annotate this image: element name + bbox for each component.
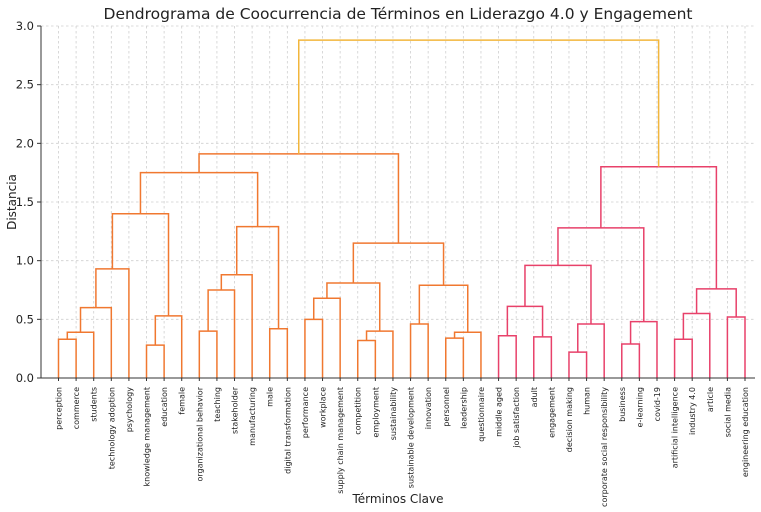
dendrogram-link: [629, 320, 658, 378]
leaf-label: knowledge management: [143, 387, 152, 487]
leaf-label: education: [160, 387, 169, 427]
dendrogram-link: [533, 336, 553, 378]
dendrogram-link: [57, 338, 77, 378]
leaf-label: perception: [55, 387, 64, 430]
dendrogram-link: [326, 282, 381, 332]
y-axis-label: Distancia: [5, 174, 19, 230]
leaf-label: middle aged: [495, 387, 504, 437]
leaf-label: competition: [354, 387, 363, 435]
leaf-label: students: [90, 387, 99, 422]
leaf-label: technology adoption: [107, 387, 116, 469]
dendrogram-link: [673, 338, 693, 378]
leaf-label: social media: [723, 387, 732, 437]
dendrogram-link: [220, 273, 253, 378]
leaf-label: engineering education: [741, 387, 750, 477]
dendrogram-link: [682, 312, 711, 378]
leaf-label: supply chain management: [336, 387, 345, 494]
dendrogram-link: [235, 225, 280, 329]
dendrogram-link: [524, 264, 592, 325]
y-tick-label: 1.0: [16, 254, 34, 268]
leaf-label: covid-19: [653, 387, 662, 421]
dendrogram-link: [352, 242, 445, 286]
dendrogram-link: [557, 227, 645, 322]
chart-title: Dendrograma de Coocurrencia de Términos …: [104, 5, 693, 23]
leaf-label: female: [178, 387, 187, 415]
dendrogram-link: [577, 323, 605, 378]
dendrogram-link: [497, 335, 517, 378]
dendrogram-link: [198, 330, 218, 378]
leaf-label: engagement: [547, 387, 556, 438]
dendrogram-link: [453, 331, 482, 378]
dendrogram-link: [154, 315, 183, 378]
dendrogram-link: [111, 212, 170, 316]
leaf-label: human: [583, 387, 592, 415]
leaf-label: e-learning: [635, 387, 644, 427]
leaf-label: industry 4.0: [688, 387, 697, 435]
dendrogram-link: [726, 316, 746, 378]
leaf-label: decision making: [565, 387, 574, 452]
dendrogram-link: [95, 268, 130, 378]
dendrogram-link: [621, 343, 641, 378]
y-tick-label: 3.0: [16, 19, 34, 33]
dendrogram-link: [356, 339, 377, 378]
dendrogram-link: [312, 297, 341, 378]
grid: [41, 25, 755, 379]
leaf-label: sustainability: [389, 387, 398, 441]
leaf-label: stakeholder: [231, 386, 240, 434]
dendrogram-links: [57, 39, 746, 378]
dendrogram-link: [365, 330, 394, 378]
dendrogram-link: [304, 318, 324, 378]
leaf-label: corporate social responsibility: [600, 387, 609, 507]
leaf-label: performance: [301, 387, 310, 438]
leaf-label: commerce: [72, 387, 81, 429]
leaf-label: article: [706, 387, 715, 412]
y-tick-label: 2.0: [16, 136, 34, 150]
dendrogram-link: [79, 306, 113, 378]
leaf-label: leadership: [459, 387, 468, 429]
leaf-label: teaching: [213, 387, 222, 422]
leaf-label: digital transformation: [283, 387, 292, 474]
leaf-label: male: [266, 387, 275, 407]
dendrogram-link: [695, 288, 737, 317]
dendrogram-link: [506, 305, 544, 337]
leaf-label: psychology: [125, 387, 134, 433]
leaf-label: workplace: [319, 387, 328, 428]
dendrogram-link: [418, 284, 469, 333]
leaf-label: job satisfaction: [512, 387, 521, 449]
y-tick-label: 2.5: [16, 78, 34, 92]
leaf-label: employment: [371, 387, 380, 438]
dendrogram-link: [198, 153, 400, 244]
leaf-label: organizational behavior: [195, 386, 204, 481]
leaf-label: personnel: [442, 387, 451, 427]
x-axis-label: Términos Clave: [352, 492, 444, 506]
leaf-label: manufacturing: [248, 387, 257, 446]
dendrogram-link: [568, 351, 588, 378]
leaf-label: adult: [530, 387, 539, 407]
leaf-label: artificial intelligence: [671, 387, 680, 468]
leaf-label: questionnaire: [477, 387, 486, 442]
dendrogram-link: [297, 39, 660, 167]
y-tick-label: 0.0: [16, 371, 34, 385]
leaf-label: sustainable development: [407, 387, 416, 488]
y-tick-label: 1.5: [16, 195, 34, 209]
leaf-labels: perception commerce students technology ado…: [55, 378, 750, 507]
dendrogram-link: [139, 171, 259, 227]
dendrogram-link: [145, 344, 165, 378]
leaf-label: innovation: [424, 387, 433, 429]
dendrogram-link: [268, 327, 289, 378]
y-ticks: 0.0 0.5 1.0 1.5 2.0 2.5 3.0: [16, 19, 41, 385]
y-tick-label: 0.5: [16, 312, 34, 326]
leaf-label: business: [618, 387, 627, 422]
dendrogram-link: [207, 289, 236, 378]
dendrogram-link: [409, 323, 429, 378]
dendrogram-link: [445, 337, 465, 378]
